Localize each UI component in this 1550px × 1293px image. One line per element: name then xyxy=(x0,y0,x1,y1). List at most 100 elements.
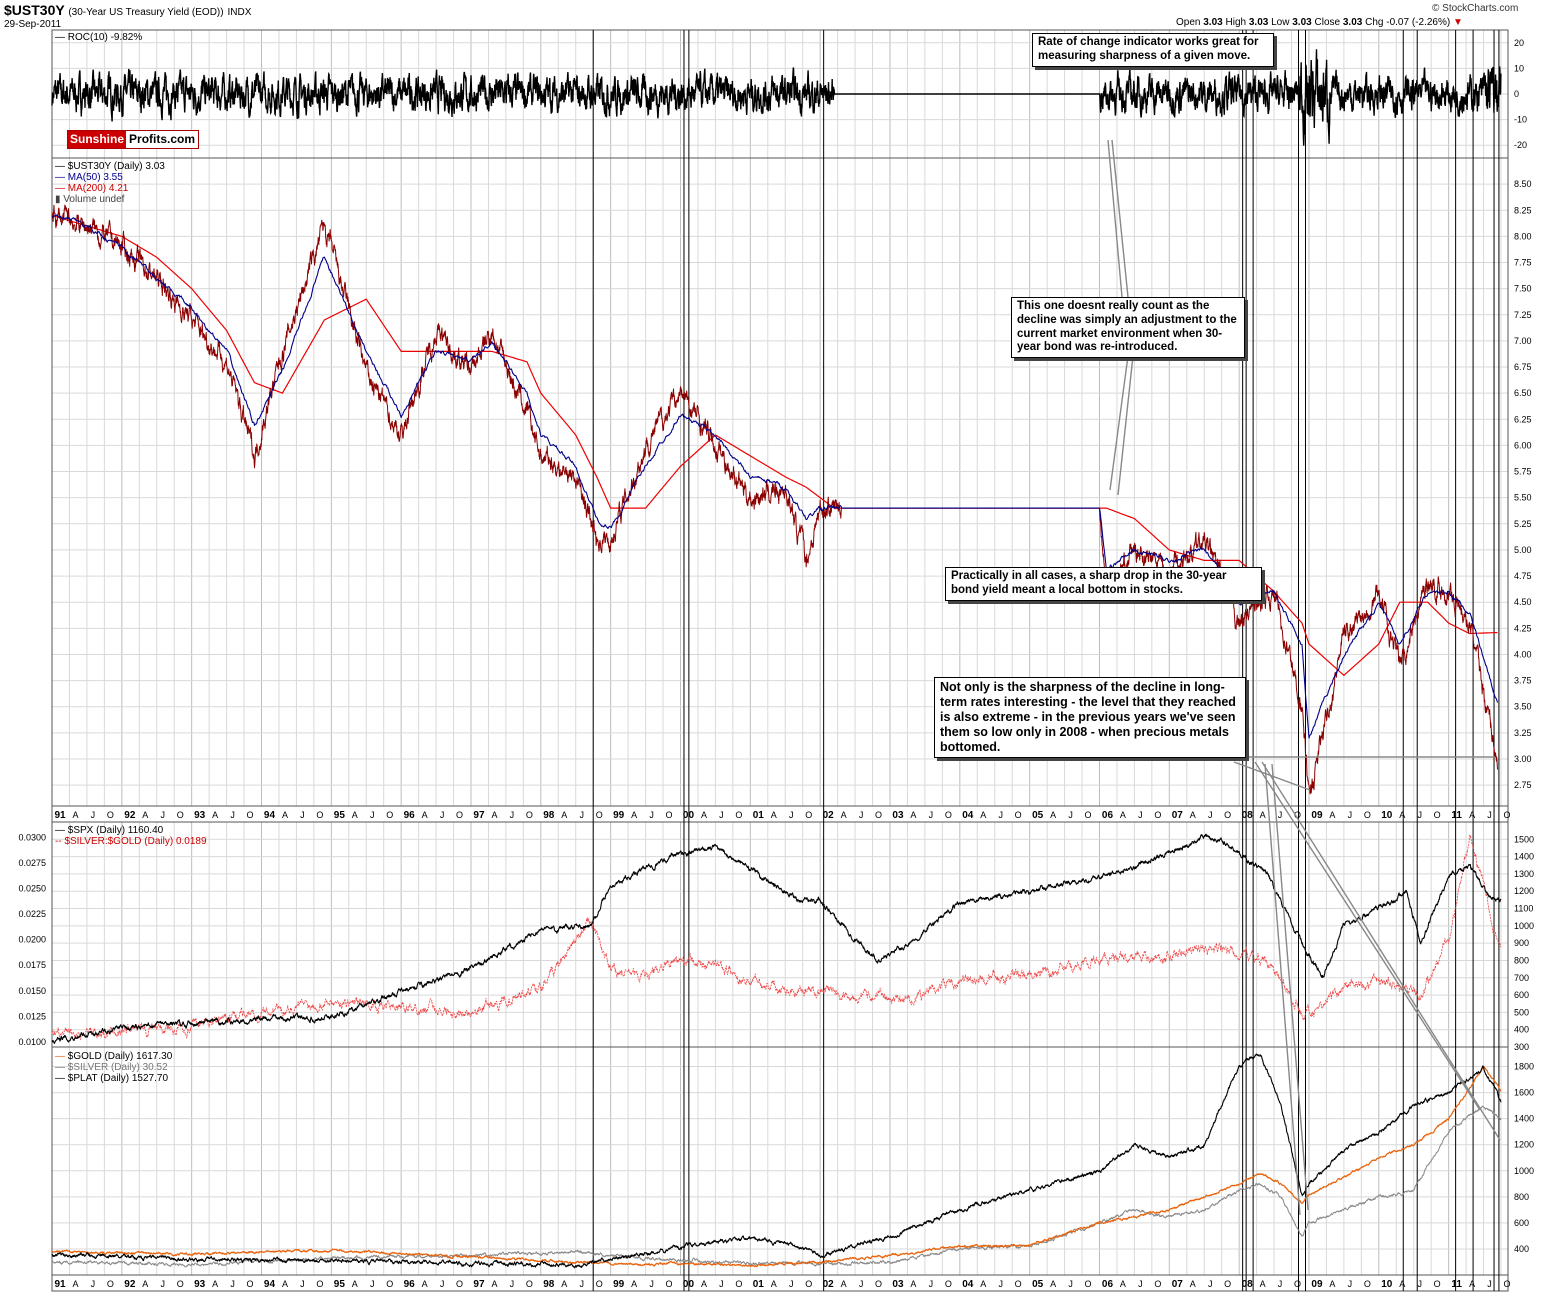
x-tick-label: J xyxy=(1348,810,1353,820)
x-tick-label: O xyxy=(386,1279,393,1289)
x-tick-label: O xyxy=(456,1279,463,1289)
x-tick-label: O xyxy=(875,810,882,820)
yield-tick-label: 6.75 xyxy=(1514,362,1532,372)
x-tick-label: 08 xyxy=(1242,1279,1254,1290)
event-lines-layer xyxy=(592,30,1500,1291)
pointer-line xyxy=(1111,139,1129,298)
pointer-line xyxy=(1271,763,1309,1211)
x-tick-label: O xyxy=(316,1279,323,1289)
low-label: Low xyxy=(1271,17,1290,28)
x-tick-label: O xyxy=(1085,1279,1092,1289)
series-ust30y xyxy=(51,204,1498,795)
x-tick-label: O xyxy=(247,1279,254,1289)
pointer-line xyxy=(1107,139,1123,298)
annotation-pointers xyxy=(1107,139,1501,1216)
ratio-tick-label: 0.0200 xyxy=(18,935,46,945)
yield-tick-label: 7.50 xyxy=(1514,284,1532,294)
metals-tick-label: 1400 xyxy=(1514,1114,1534,1124)
down-arrow-icon: ▼ xyxy=(1452,17,1463,28)
x-tick-label: J xyxy=(998,810,1003,820)
x-tick-label: J xyxy=(789,1279,794,1289)
yield-tick-label: 3.00 xyxy=(1514,754,1532,764)
metals-tick-label: 1600 xyxy=(1514,1088,1534,1098)
x-tick-label: J xyxy=(579,810,584,820)
legend-item-spx: — $SPX (Daily) 1160.40 xyxy=(55,825,164,836)
annotation-roc-note: Rate of change indicator works great for… xyxy=(1032,33,1274,67)
x-tick-label: 98 xyxy=(543,1279,555,1290)
x-tick-label: A xyxy=(1120,1279,1126,1289)
yield-tick-label: 8.50 xyxy=(1514,179,1532,189)
x-tick-label: J xyxy=(1487,810,1492,820)
x-tick-label: J xyxy=(510,1279,515,1289)
brand-link[interactable]: © StockCharts.com xyxy=(1432,3,1519,14)
x-tick-label: A xyxy=(1260,1279,1266,1289)
x-tick-label: J xyxy=(1278,1279,1283,1289)
x-tick-label: O xyxy=(1224,1279,1231,1289)
ratio-tick-label: 0.0300 xyxy=(18,832,46,842)
pointer-line xyxy=(1261,761,1501,1141)
open-value: 3.03 xyxy=(1203,17,1223,28)
yield-tick-label: 7.75 xyxy=(1514,258,1532,268)
x-tick-label: 05 xyxy=(1032,1279,1044,1290)
x-tick-label: O xyxy=(526,810,533,820)
roc-tick-label: 20 xyxy=(1514,38,1524,48)
x-tick-label: O xyxy=(805,1279,812,1289)
x-tick-label: A xyxy=(1329,1279,1335,1289)
yield-tick-label: 3.25 xyxy=(1514,728,1532,738)
low-value: 3.03 xyxy=(1292,17,1312,28)
close-label: Close xyxy=(1314,17,1341,28)
legend-spx: — $SPX (Daily) 1160.40 -- $SILVER:$GOLD … xyxy=(55,825,207,847)
annotation-extreme-note: Not only is the sharpness of the decline… xyxy=(934,677,1246,758)
x-tick-label: 95 xyxy=(334,1279,346,1290)
x-tick-label: O xyxy=(177,1279,184,1289)
spx-tick-label: 1000 xyxy=(1514,921,1534,931)
x-tick-label: A xyxy=(561,810,567,820)
x-tick-label: 99 xyxy=(613,1279,625,1290)
x-tick-label: 04 xyxy=(962,1279,974,1290)
x-tick-label: 11 xyxy=(1451,810,1462,821)
yield-tick-label: 4.75 xyxy=(1514,571,1532,581)
yield-tick-label: 8.00 xyxy=(1514,231,1532,241)
x-tick-label: A xyxy=(1190,1279,1196,1289)
legend-item-silver-gold: -- $SILVER:$GOLD (Daily) 0.0189 xyxy=(55,836,207,847)
x-tick-label: A xyxy=(422,810,428,820)
x-tick-label: 94 xyxy=(264,1279,276,1290)
x-tick-label: J xyxy=(1417,1279,1422,1289)
x-tick-label: A xyxy=(491,810,497,820)
x-tick-label: J xyxy=(370,1279,375,1289)
x-tick-label: O xyxy=(735,1279,742,1289)
x-tick-label: A xyxy=(352,810,358,820)
series-gold xyxy=(51,1065,1502,1268)
x-tick-label: A xyxy=(701,1279,707,1289)
x-tick-label: O xyxy=(107,1279,114,1289)
x-tick-label: J xyxy=(998,1279,1003,1289)
x-tick-label: 95 xyxy=(334,810,346,821)
x-tick-label: O xyxy=(1015,1279,1022,1289)
x-tick-label: O xyxy=(1154,810,1161,820)
x-tick-label: 06 xyxy=(1102,810,1114,821)
x-tick-label: 98 xyxy=(543,810,555,821)
chart-title: $UST30Y (30-Year US Treasury Yield (EOD)… xyxy=(4,2,251,18)
high-label: High xyxy=(1225,17,1247,28)
pointer-line xyxy=(1233,761,1311,791)
x-tick-label: 94 xyxy=(264,810,276,821)
x-tick-label: J xyxy=(1487,1279,1492,1289)
x-tick-label: O xyxy=(1504,810,1511,820)
x-tick-label: J xyxy=(91,810,96,820)
x-tick-label: O xyxy=(177,810,184,820)
legend-item-silver: — $SILVER (Daily) 30.52 xyxy=(55,1062,168,1073)
x-tick-label: J xyxy=(1138,1279,1143,1289)
legend-item-volume: ▮ Volume undef xyxy=(55,194,125,205)
spx-tick-label: 1300 xyxy=(1514,869,1534,879)
x-tick-label: A xyxy=(212,810,218,820)
series-ma50 xyxy=(51,214,1499,739)
x-tick-label: A xyxy=(491,1279,497,1289)
spx-tick-label: 1200 xyxy=(1514,886,1534,896)
x-tick-label: A xyxy=(1260,810,1266,820)
spx-tick-label: 900 xyxy=(1514,938,1529,948)
x-tick-label: A xyxy=(771,1279,777,1289)
series-layer xyxy=(51,49,1502,1269)
x-tick-label: O xyxy=(316,810,323,820)
x-tick-label: A xyxy=(631,1279,637,1289)
